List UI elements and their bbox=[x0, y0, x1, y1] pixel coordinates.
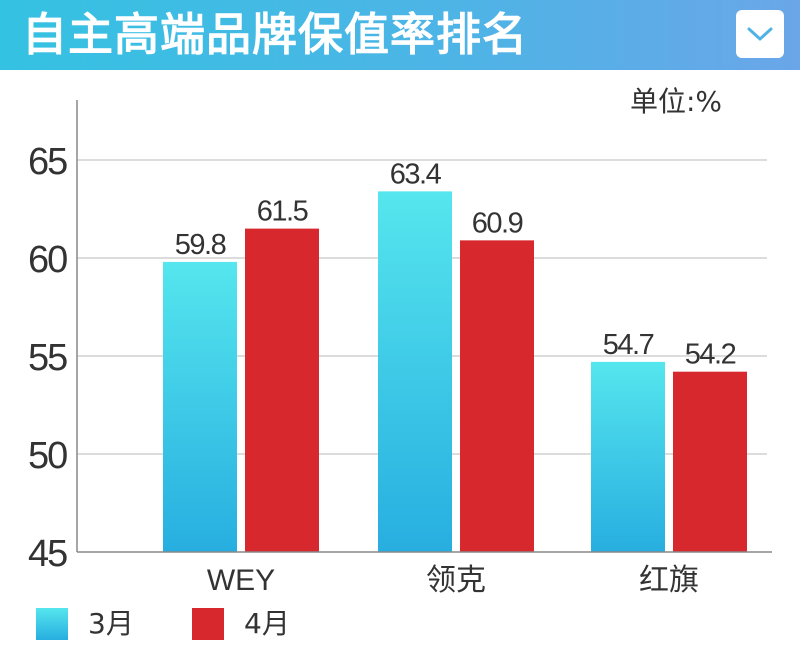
legend-label-march: 3月 bbox=[88, 607, 134, 640]
x-tick-label: 红旗 bbox=[639, 564, 699, 597]
y-tick-label: 55 bbox=[28, 337, 67, 379]
data-label: 54.7 bbox=[603, 329, 654, 361]
bar-april-1 bbox=[460, 240, 534, 553]
bar-april-2 bbox=[673, 371, 747, 552]
data-label: 54.2 bbox=[685, 339, 736, 371]
legend-swatch-march bbox=[36, 608, 68, 640]
x-tick-label: WEY bbox=[207, 564, 275, 597]
header-banner: 自主高端品牌保值率排名 bbox=[0, 0, 800, 70]
chevron-down-icon bbox=[747, 27, 773, 41]
bar-march-0 bbox=[163, 261, 237, 552]
data-label: 60.9 bbox=[472, 207, 523, 239]
expand-dropdown-button[interactable] bbox=[736, 10, 784, 58]
legend-label-april: 4月 bbox=[244, 607, 290, 640]
bar-april-0 bbox=[245, 228, 319, 552]
bar-march-2 bbox=[591, 361, 665, 552]
y-tick-label: 50 bbox=[28, 435, 67, 477]
page-title: 自主高端品牌保值率排名 bbox=[22, 8, 529, 61]
y-tick-label: 65 bbox=[28, 141, 67, 183]
y-tick-label: 60 bbox=[28, 239, 67, 281]
data-label: 61.5 bbox=[257, 196, 308, 228]
x-tick-label: 领克 bbox=[426, 564, 486, 597]
data-label: 63.4 bbox=[390, 158, 442, 190]
unit-label: 单位:% bbox=[630, 85, 723, 118]
y-tick-label: 45 bbox=[28, 533, 67, 575]
data-label: 59.8 bbox=[175, 229, 226, 261]
legend-swatch-april bbox=[192, 608, 224, 640]
bar-march-1 bbox=[378, 191, 452, 553]
